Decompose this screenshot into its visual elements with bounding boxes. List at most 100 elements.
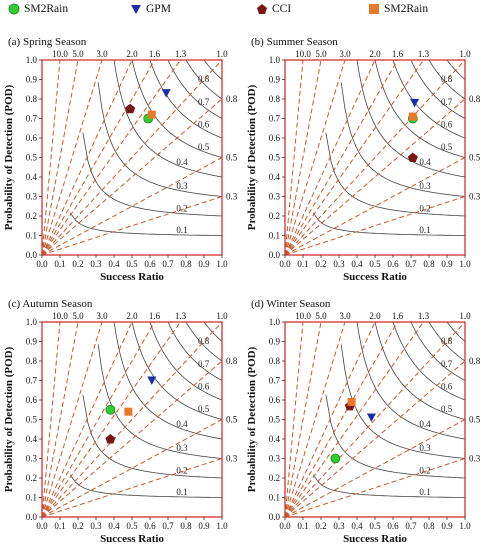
bias-line bbox=[42, 458, 222, 517]
x-tick-label: 0.8 bbox=[423, 521, 435, 531]
bias-top-label: 5.0 bbox=[72, 311, 84, 321]
csi-label: 0.5 bbox=[441, 142, 453, 152]
csi-line bbox=[392, 322, 465, 401]
bias-line bbox=[42, 419, 222, 517]
x-tick-label: 0.6 bbox=[144, 521, 156, 531]
bias-top-label: 1.3 bbox=[175, 49, 187, 59]
point-sm2rain-circle bbox=[105, 404, 116, 415]
bias-line bbox=[42, 60, 79, 255]
x-axis-label: Success Ratio bbox=[100, 271, 164, 283]
point-cci bbox=[105, 434, 116, 444]
x-tick-label: 0.6 bbox=[387, 259, 399, 269]
x-tick-label: 0.0 bbox=[36, 259, 48, 269]
csi-label: 0.2 bbox=[176, 466, 187, 476]
bias-top-label: 1.0 bbox=[216, 311, 228, 321]
legend-item-gpm: GPM bbox=[130, 3, 171, 15]
csi-line bbox=[325, 132, 465, 217]
csi-label: 0.3 bbox=[419, 181, 431, 191]
x-tick-label: 0.8 bbox=[180, 259, 192, 269]
csi-line bbox=[340, 344, 465, 459]
csi-line bbox=[325, 394, 465, 479]
y-tick-label: 0.9 bbox=[26, 75, 38, 85]
bias-top-label: 2.0 bbox=[369, 49, 381, 59]
x-tick-label: 1.0 bbox=[216, 521, 228, 531]
x-tick-label: 0.2 bbox=[72, 521, 83, 531]
csi-label: 0.1 bbox=[176, 487, 187, 497]
x-tick-label: 0.9 bbox=[441, 259, 453, 269]
y-tick-label: 0.6 bbox=[269, 395, 281, 405]
csi-line bbox=[410, 60, 465, 119]
y-tick-label: 0.0 bbox=[269, 250, 281, 260]
bias-top-label: 5.0 bbox=[315, 311, 327, 321]
bias-line bbox=[285, 60, 398, 255]
bias-right-label: 0.8 bbox=[469, 94, 481, 104]
csi-label: 0.4 bbox=[419, 157, 431, 167]
panel-title: (a) Spring Season bbox=[8, 36, 87, 48]
y-tick-label: 0.1 bbox=[269, 493, 280, 503]
csi-line bbox=[149, 60, 222, 139]
csi-label: 0.4 bbox=[176, 419, 188, 429]
bias-top-label: 2.0 bbox=[126, 311, 138, 321]
csi-line bbox=[446, 322, 465, 342]
x-tick-label: 1.0 bbox=[459, 521, 471, 531]
y-tick-label: 0.5 bbox=[26, 153, 38, 163]
plot-area: 0.1 0.2 0.3 0.4 0.5 0.6 0.7 0.8 bbox=[285, 60, 465, 255]
csi-line bbox=[167, 60, 222, 119]
legend-label: SM2Rain bbox=[384, 3, 429, 15]
y-tick-label: 0.8 bbox=[26, 94, 38, 104]
bias-line bbox=[285, 322, 424, 517]
csi-label: 0.3 bbox=[176, 181, 188, 191]
point-gpm bbox=[147, 376, 157, 385]
y-tick-label: 0.4 bbox=[269, 434, 281, 444]
y-tick-label: 0.1 bbox=[26, 493, 37, 503]
bias-line bbox=[42, 322, 103, 517]
bias-top-label: 3.0 bbox=[339, 49, 351, 59]
x-axis-label: Success Ratio bbox=[343, 271, 407, 283]
y-tick-label: 0.6 bbox=[269, 133, 281, 143]
y-tick-label: 0.9 bbox=[269, 337, 281, 347]
y-tick-label: 0.3 bbox=[269, 192, 281, 202]
y-tick-label: 0.5 bbox=[269, 415, 281, 425]
csi-label: 0.7 bbox=[198, 97, 210, 107]
csi-line bbox=[446, 60, 465, 80]
y-tick-label: 0.8 bbox=[269, 94, 281, 104]
x-tick-label: 0.3 bbox=[333, 259, 345, 269]
point-cci bbox=[407, 152, 418, 162]
point-gpm bbox=[410, 98, 420, 108]
csi-label: 0.7 bbox=[198, 359, 210, 369]
csi-line bbox=[113, 60, 222, 178]
bias-top-label: 1.3 bbox=[175, 311, 187, 321]
bias-top-label: 1.3 bbox=[418, 311, 430, 321]
csi-line bbox=[374, 322, 465, 420]
csi-label: 0.1 bbox=[176, 225, 187, 235]
csi-line bbox=[356, 322, 465, 440]
x-tick-label: 0.0 bbox=[279, 521, 291, 531]
y-tick-label: 0.6 bbox=[26, 133, 38, 143]
bias-top-label: 3.0 bbox=[96, 49, 108, 59]
bias-top-label: 1.0 bbox=[216, 49, 228, 59]
bias-right-label: 0.3 bbox=[226, 454, 238, 464]
bias-line bbox=[42, 322, 61, 517]
bias-line bbox=[42, 60, 61, 255]
csi-label: 0.1 bbox=[419, 225, 430, 235]
bias-top-label: 1.0 bbox=[459, 49, 471, 59]
bias-line bbox=[42, 322, 79, 517]
x-tick-label: 0.2 bbox=[315, 521, 326, 531]
x-tick-label: 0.6 bbox=[387, 521, 399, 531]
legend: SM2Rain GPM CCI SM2Rain bbox=[0, 0, 487, 22]
csi-label: 0.2 bbox=[419, 204, 430, 214]
bias-line bbox=[285, 458, 465, 517]
y-tick-label: 1.0 bbox=[269, 317, 281, 327]
y-tick-label: 0.4 bbox=[26, 434, 38, 444]
y-tick-label: 0.9 bbox=[26, 337, 38, 347]
bias-top-label: 1.0 bbox=[459, 311, 471, 321]
x-tick-label: 0.4 bbox=[108, 259, 120, 269]
csi-label: 0.6 bbox=[441, 120, 453, 130]
csi-label: 0.6 bbox=[441, 382, 453, 392]
csi-line bbox=[82, 394, 222, 479]
bias-line bbox=[285, 322, 304, 517]
csi-line bbox=[97, 344, 222, 459]
bias-right-label: 0.5 bbox=[469, 415, 481, 425]
csi-label: 0.2 bbox=[176, 204, 187, 214]
csi-line bbox=[97, 82, 222, 197]
